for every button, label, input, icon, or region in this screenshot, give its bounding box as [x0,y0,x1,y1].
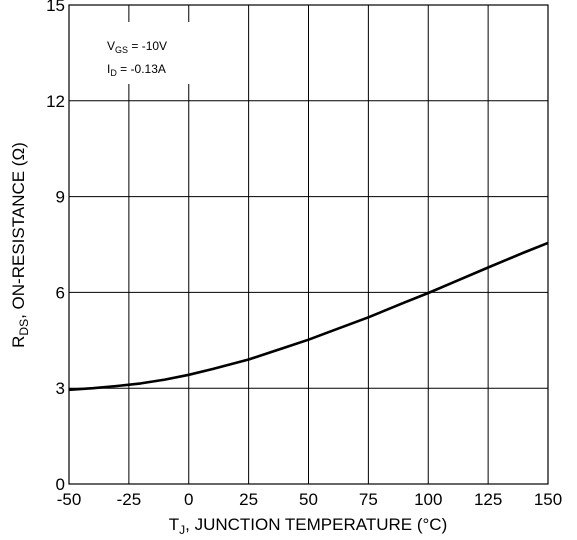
y-axis-label: RDS, ON-RESISTANCE (Ω) [9,142,31,348]
y-tick-labels: 0 3 6 9 12 15 [46,0,65,494]
plot-frame [68,4,549,485]
annotation-vgs: VGS = -10V [107,39,167,55]
x-tick-label: -25 [117,490,142,509]
y-tick-label: 0 [56,475,65,494]
x-tick-label: 50 [299,490,318,509]
x-tick-labels: -50 -25 0 25 50 75 100 125 150 [57,490,562,509]
y-tick-label: 9 [56,188,65,207]
x-tick-label: -50 [57,490,82,509]
x-tick-label: 25 [239,490,258,509]
x-tick-label: 125 [474,490,502,509]
x-tick-label: 100 [414,490,442,509]
x-tick-label: 0 [184,490,193,509]
annotation-background [92,22,226,84]
annotation-id: ID = -0.13A [107,62,166,78]
y-tick-label: 3 [56,379,65,398]
y-tick-label: 6 [56,283,65,302]
x-tick-label: 150 [534,490,562,509]
x-axis-label: TJ, JUNCTION TEMPERATURE (°C) [169,515,448,537]
grid-lines [69,5,548,484]
x-tick-label: 75 [359,490,378,509]
y-tick-label: 12 [46,92,65,111]
series-group [68,241,549,392]
y-tick-label: 15 [46,0,65,15]
annotation-box: VGS = -10V ID = -0.13A [92,22,226,84]
rds-curve [68,241,549,392]
